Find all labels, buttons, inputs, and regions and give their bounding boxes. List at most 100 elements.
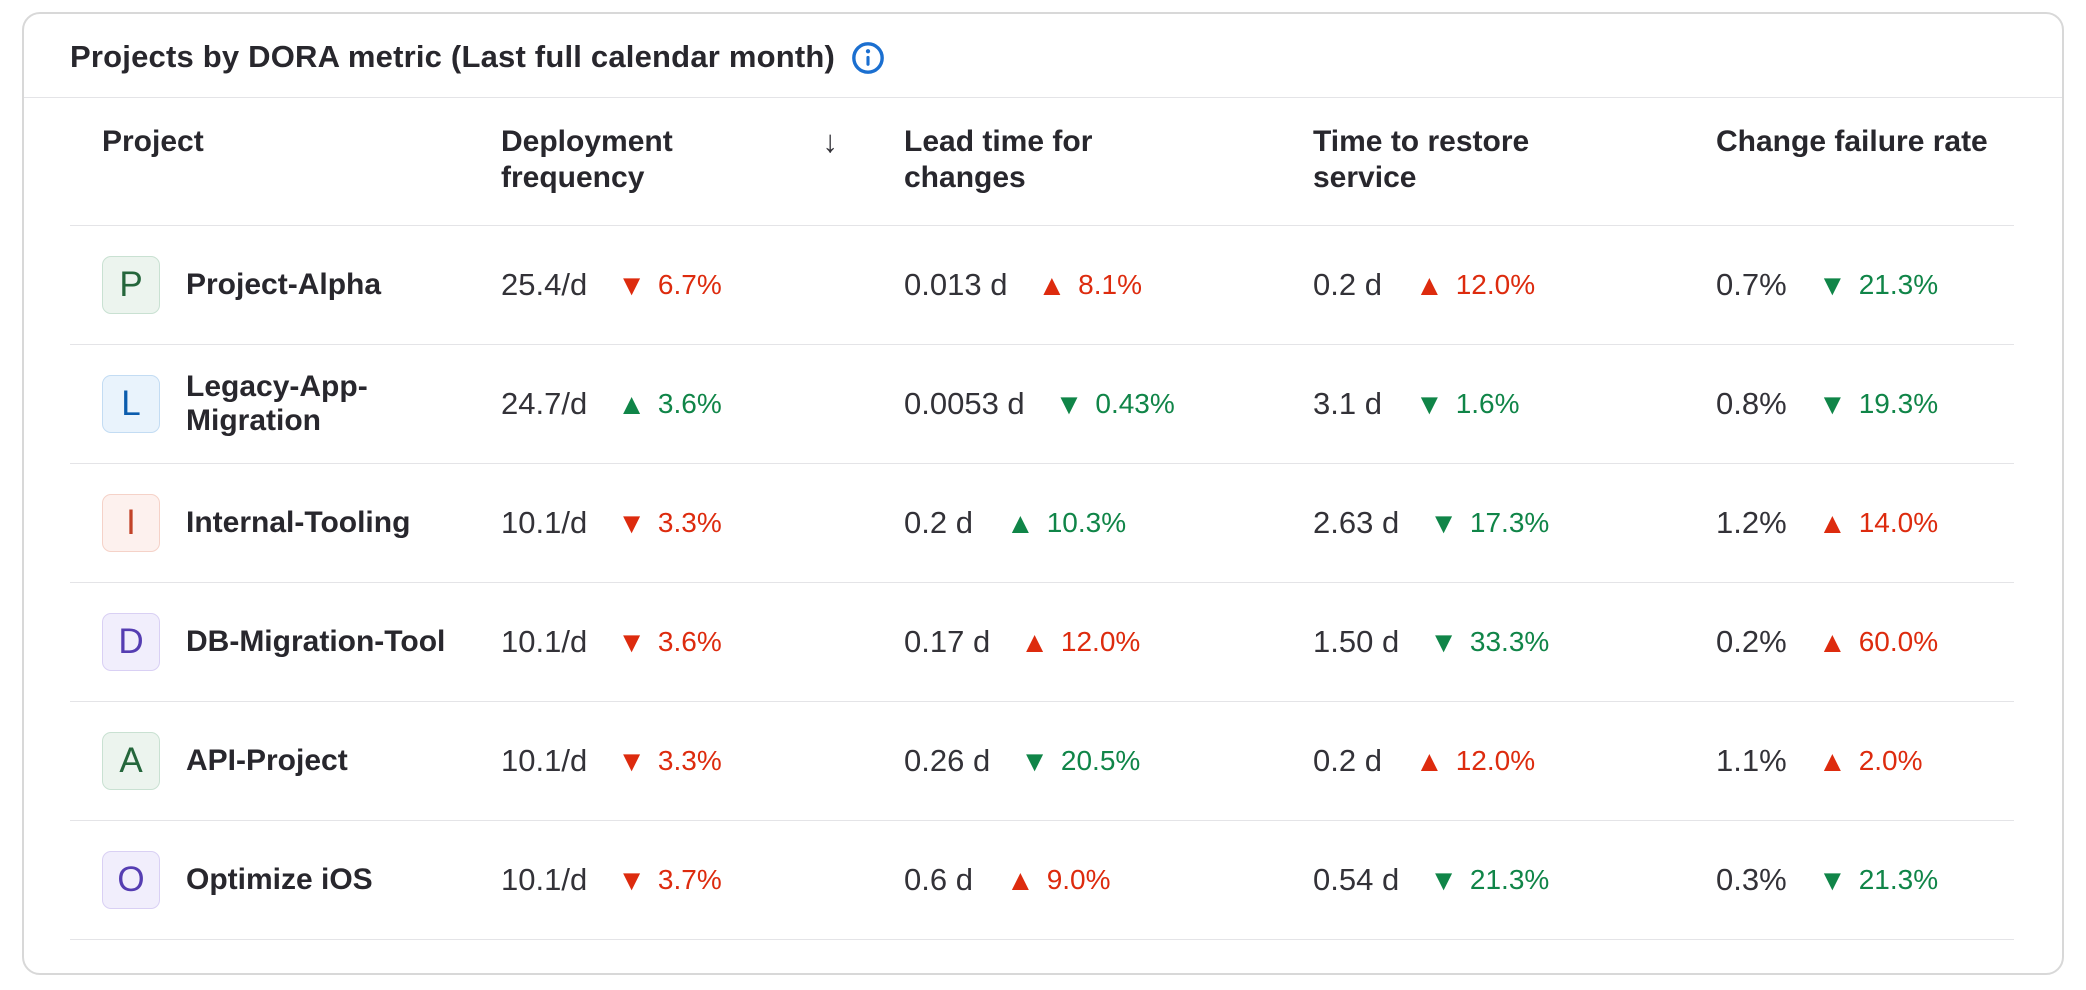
delta-percent: 2.0% — [1858, 745, 1923, 776]
project-avatar[interactable]: L — [102, 375, 160, 433]
metric-delta: ▲ 60.0% — [1818, 626, 1938, 658]
metric-value: 0.2% — [1716, 624, 1787, 659]
trend-arrow-icon: ▲ — [617, 388, 646, 421]
metric-deployment-frequency: 10.1/d ▼ 3.3% — [501, 505, 904, 541]
avatar-letter: D — [118, 622, 144, 661]
delta-percent: 3.7% — [657, 864, 722, 895]
delta-percent: 21.3% — [1858, 864, 1939, 895]
delta-percent: 3.3% — [657, 745, 722, 776]
sort-descending-icon[interactable]: ↓ — [822, 124, 839, 159]
trend-arrow-icon: ▼ — [1429, 864, 1458, 897]
metric-delta: ▼ 3.7% — [617, 864, 722, 896]
trend-arrow-icon: ▼ — [617, 507, 646, 540]
table-row: I Internal-Tooling 10.1/d ▼ 3.3% 0.2 d ▲… — [70, 464, 2014, 583]
metric-delta: ▲ 12.0% — [1415, 269, 1535, 301]
metric-delta: ▼ 6.7% — [617, 269, 722, 301]
delta-percent: 3.3% — [657, 507, 722, 538]
table-row: O Optimize iOS 10.1/d ▼ 3.7% 0.6 d ▲ 9.0… — [70, 821, 2014, 940]
trend-arrow-icon: ▼ — [1818, 269, 1847, 302]
metric-time-to-restore: 0.54 d ▼ 21.3% — [1313, 862, 1716, 898]
trend-arrow-icon: ▼ — [617, 864, 646, 897]
metric-value: 0.54 d — [1313, 862, 1400, 897]
metric-delta: ▼ 1.6% — [1415, 388, 1520, 420]
metric-time-to-restore: 0.2 d ▲ 12.0% — [1313, 743, 1716, 779]
project-name[interactable]: Legacy-App-Migration — [186, 370, 368, 437]
avatar-letter: P — [119, 265, 143, 304]
trend-arrow-icon: ▲ — [1415, 745, 1444, 778]
metric-value: 0.3% — [1716, 862, 1787, 897]
metric-delta: ▼ 3.3% — [617, 507, 722, 539]
trend-arrow-icon: ▼ — [617, 745, 646, 778]
project-link[interactable]: D DB-Migration-Tool — [70, 613, 501, 671]
column-label: Lead time for changes — [904, 125, 1093, 194]
metric-delta: ▲ 8.1% — [1037, 269, 1142, 301]
metric-deployment-frequency: 10.1/d ▼ 3.3% — [501, 743, 904, 779]
table-row: P Project-Alpha 25.4/d ▼ 6.7% 0.013 d ▲ … — [70, 226, 2014, 345]
trend-arrow-icon: ▼ — [617, 269, 646, 302]
project-link[interactable]: I Internal-Tooling — [70, 494, 501, 552]
metric-time-to-restore: 2.63 d ▼ 17.3% — [1313, 505, 1716, 541]
project-link[interactable]: L Legacy-App-Migration — [70, 370, 501, 438]
trend-arrow-icon: ▼ — [1415, 388, 1444, 421]
project-link[interactable]: A API-Project — [70, 732, 501, 790]
delta-percent: 1.6% — [1455, 388, 1520, 419]
project-avatar[interactable]: A — [102, 732, 160, 790]
info-icon[interactable] — [851, 41, 885, 75]
table-header-row: Project Deployment frequency ↓ Lead time… — [70, 98, 2014, 226]
metric-change-failure-rate: 0.7% ▼ 21.3% — [1716, 267, 2014, 303]
project-link[interactable]: P Project-Alpha — [70, 256, 501, 314]
avatar-letter: O — [117, 860, 145, 899]
card-header: Projects by DORA metric (Last full calen… — [24, 14, 2062, 98]
trend-arrow-icon: ▲ — [1818, 507, 1847, 540]
metric-deployment-frequency: 10.1/d ▼ 3.6% — [501, 624, 904, 660]
delta-percent: 8.1% — [1078, 269, 1142, 300]
delta-percent: 12.0% — [1455, 745, 1536, 776]
project-name[interactable]: DB-Migration-Tool — [186, 625, 446, 658]
column-header-deployment-frequency[interactable]: Deployment frequency ↓ — [501, 124, 904, 196]
project-name[interactable]: Project-Alpha — [186, 268, 382, 301]
project-name[interactable]: Internal-Tooling — [186, 506, 411, 539]
table-row: A API-Project 10.1/d ▼ 3.3% 0.26 d ▼ 20.… — [70, 702, 2014, 821]
trend-arrow-icon: ▼ — [1818, 864, 1847, 897]
metric-deployment-frequency: 24.7/d ▲ 3.6% — [501, 386, 904, 422]
metric-value: 0.0053 d — [904, 386, 1025, 421]
trend-arrow-icon: ▲ — [1818, 745, 1847, 778]
metric-value: 0.7% — [1716, 267, 1787, 302]
project-avatar[interactable]: D — [102, 613, 160, 671]
column-header-lead-time[interactable]: Lead time for changes — [904, 124, 1313, 196]
metric-value: 24.7/d — [501, 386, 588, 421]
delta-percent: 21.3% — [1858, 269, 1939, 300]
project-link[interactable]: O Optimize iOS — [70, 851, 501, 909]
metric-value: 2.63 d — [1313, 505, 1400, 540]
delta-percent: 0.43% — [1095, 388, 1175, 419]
metric-value: 0.6 d — [904, 862, 973, 897]
delta-percent: 20.5% — [1060, 745, 1141, 776]
delta-percent: 9.0% — [1046, 864, 1111, 895]
metric-change-failure-rate: 0.2% ▲ 60.0% — [1716, 624, 2014, 660]
metric-lead-time: 0.26 d ▼ 20.5% — [904, 743, 1313, 779]
table-footer-spacer — [70, 940, 2014, 973]
column-header-change-failure-rate[interactable]: Change failure rate — [1716, 124, 2014, 160]
metric-value: 1.2% — [1716, 505, 1787, 540]
trend-arrow-icon: ▼ — [1020, 745, 1049, 778]
metric-delta: ▲ 12.0% — [1415, 745, 1535, 777]
project-avatar[interactable]: P — [102, 256, 160, 314]
metric-time-to-restore: 1.50 d ▼ 33.3% — [1313, 624, 1716, 660]
trend-arrow-icon: ▼ — [617, 626, 646, 659]
project-name[interactable]: Optimize iOS — [186, 863, 373, 896]
column-label: Deployment frequency — [501, 125, 673, 194]
project-avatar[interactable]: O — [102, 851, 160, 909]
metric-delta: ▲ 3.6% — [617, 388, 722, 420]
trend-arrow-icon: ▲ — [1818, 626, 1847, 659]
metric-lead-time: 0.0053 d ▼ 0.43% — [904, 386, 1313, 422]
metric-value: 3.1 d — [1313, 386, 1382, 421]
metric-delta: ▼ 0.43% — [1055, 388, 1175, 420]
column-header-project[interactable]: Project — [70, 124, 501, 160]
trend-arrow-icon: ▼ — [1818, 388, 1847, 421]
avatar-letter: I — [126, 503, 136, 542]
metric-delta: ▼ 21.3% — [1818, 269, 1938, 301]
metric-delta: ▼ 3.3% — [617, 745, 722, 777]
project-avatar[interactable]: I — [102, 494, 160, 552]
project-name[interactable]: API-Project — [186, 744, 348, 777]
column-header-time-to-restore[interactable]: Time to restore service — [1313, 124, 1716, 196]
